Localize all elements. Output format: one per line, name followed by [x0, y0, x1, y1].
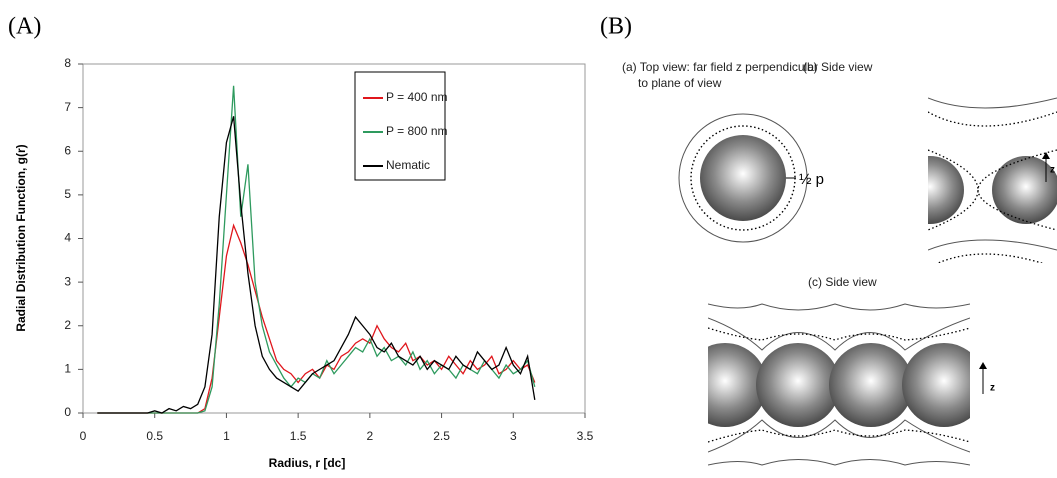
- y-tick-label: 4: [64, 231, 71, 245]
- y-axis-label: Radial Distribution Function, g(r): [14, 144, 28, 331]
- arrow-head: [979, 362, 987, 369]
- x-tick-label: 1.5: [290, 429, 307, 443]
- y-tick-label: 7: [64, 100, 71, 114]
- diagram-label: to plane of view: [638, 76, 722, 90]
- panel-label: (B): [600, 14, 632, 40]
- y-tick-label: 0: [64, 405, 71, 419]
- axis-label: z: [990, 383, 995, 394]
- x-tick-label: 3: [510, 429, 517, 443]
- x-axis-label: Radius, r [dc]: [269, 456, 346, 470]
- arrow-head: [1042, 152, 1050, 159]
- series-line: [97, 223, 536, 414]
- x-tick-label: 2: [367, 429, 374, 443]
- series-line: [97, 85, 536, 414]
- outline: [928, 97, 1057, 251]
- sphere: [992, 156, 1057, 224]
- outline: [708, 303, 970, 466]
- legend-label: P = 800 nm: [386, 124, 448, 138]
- x-tick-label: 1: [223, 429, 230, 443]
- series-line: [97, 116, 536, 414]
- x-tick-label: 3.5: [577, 429, 594, 443]
- legend: P = 400 nm P = 800 nm Nematic: [354, 71, 448, 181]
- legend-label: Nematic: [386, 158, 430, 172]
- legend-box: [354, 71, 446, 181]
- x-tick-label: 0.5: [146, 429, 163, 443]
- axis-label: z: [1050, 165, 1055, 176]
- sphere: [700, 135, 786, 221]
- sphere: [902, 343, 970, 427]
- x-tick-label: 0: [80, 429, 87, 443]
- diagram-label: (c) Side view: [808, 275, 877, 289]
- legend-label: P = 400 nm: [386, 90, 448, 104]
- sphere: [708, 343, 767, 427]
- outline: [708, 317, 970, 453]
- diagram: (a) Top view: far field z perpendicular …: [622, 60, 1057, 466]
- y-tick-label: 5: [64, 187, 71, 201]
- side-view-c: [708, 303, 970, 466]
- outline: [678, 113, 808, 243]
- outline: [708, 327, 970, 443]
- sphere: [829, 343, 913, 427]
- panel-label: (A): [8, 14, 41, 40]
- sphere: [928, 156, 964, 224]
- sphere: [756, 343, 840, 427]
- x-tick-label: 2.5: [433, 429, 450, 443]
- y-tick-label: 6: [64, 143, 71, 157]
- y-tick-label: 8: [64, 56, 71, 70]
- diagram-label: (b) Side view: [803, 60, 873, 74]
- half-pitch: ½ p: [799, 171, 824, 188]
- diagram-label: (a) Top view: far field z perpendicular: [622, 60, 818, 74]
- y-tick-label: 2: [64, 318, 71, 332]
- y-tick-label: 3: [64, 274, 71, 288]
- y-tick-label: 1: [64, 362, 71, 376]
- side-view-b: [928, 97, 1057, 263]
